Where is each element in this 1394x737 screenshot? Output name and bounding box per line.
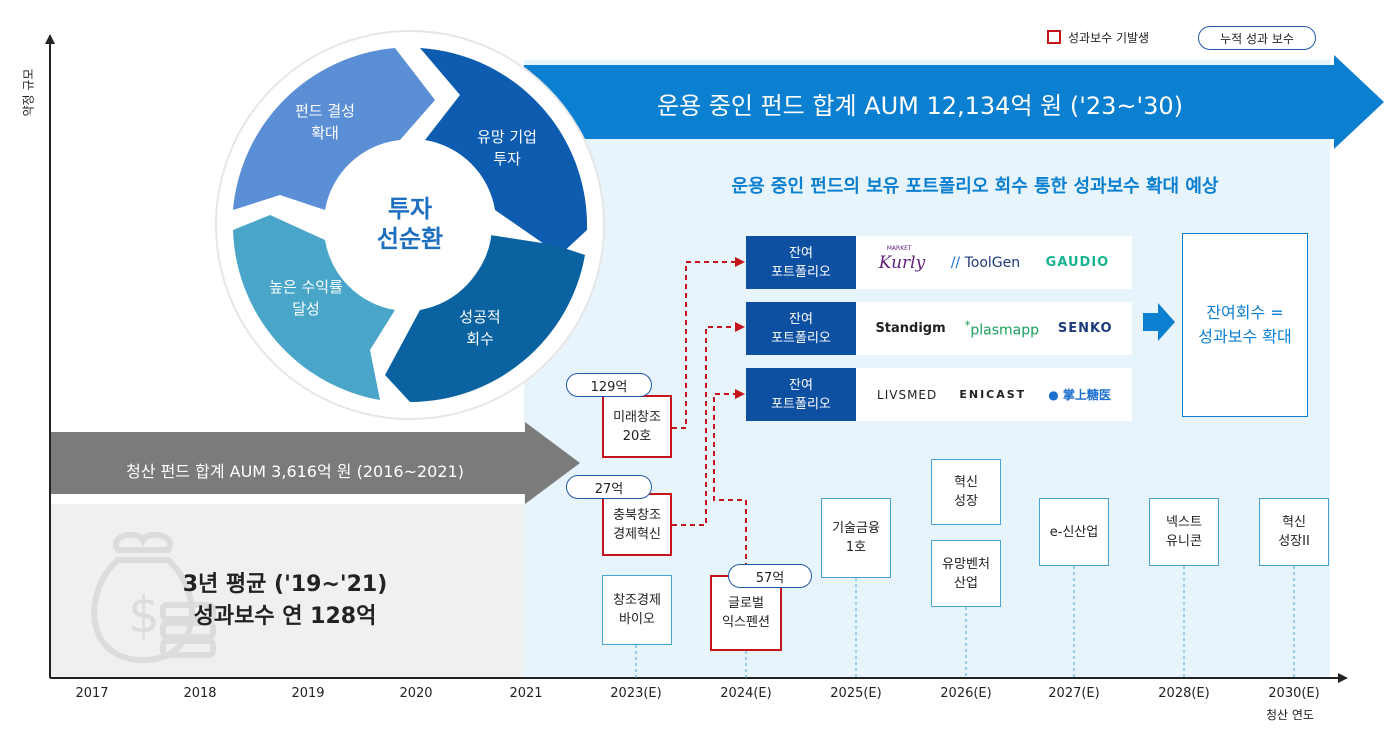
- x-tick: 2030(E): [1268, 686, 1320, 701]
- x-tick: 2027(E): [1048, 686, 1100, 701]
- money-bag-icon: $: [91, 531, 216, 664]
- cycle-segment-fund: 펀드 결성 확대: [295, 102, 355, 142]
- fund-chungbuk: 충북창조 경제혁신: [602, 493, 672, 556]
- logo-kurly: Kurly: [878, 252, 926, 273]
- bonus-chungbuk: 27억: [566, 475, 652, 499]
- fund-e-new: e-신산업: [1039, 498, 1109, 566]
- x-tick: 2017: [75, 686, 109, 701]
- bonus-mirae: 129억: [566, 373, 652, 397]
- fund-venture: 유망벤처 산업: [931, 540, 1001, 607]
- logo-plasmapp: *plasmapp: [964, 318, 1039, 339]
- x-tick: 2021: [509, 686, 543, 701]
- toolgen-slash-icon: //: [950, 254, 961, 271]
- logo-standigm: Standigm: [875, 321, 946, 336]
- x-tick: 2018: [183, 686, 217, 701]
- legend-cumulative: 누적 성과 보수: [1198, 26, 1316, 50]
- banner-bottom-text: 청산 펀드 합계 AUM 3,616억 원 (2016~2021): [126, 462, 464, 481]
- average-line2: 성과보수 연 128억: [193, 604, 377, 629]
- y-axis-label: 약정 규모: [21, 68, 36, 117]
- drop-icon: ●: [1048, 388, 1059, 402]
- x-tick: 2028(E): [1158, 686, 1210, 701]
- result-box: 잔여회수 = 성과보수 확대: [1182, 233, 1308, 417]
- portfolio-companies-3: LIVSMED ENICAST ● 掌上糖医: [856, 368, 1132, 421]
- fund-innov2: 혁신 성장II: [1259, 498, 1329, 566]
- svg-text:$: $: [128, 586, 160, 644]
- x-tick: 2026(E): [940, 686, 992, 701]
- fund-bio: 창조경제 바이오: [602, 575, 672, 645]
- logo-enicast: ENICAST: [959, 388, 1027, 401]
- x-tick: 2025(E): [830, 686, 882, 701]
- plasmapp-star-icon: *: [964, 318, 971, 333]
- subheading: 운용 중인 펀드의 보유 포트폴리오 회수 통한 성과보수 확대 예상: [731, 176, 1219, 197]
- x-tick: 2024(E): [720, 686, 772, 701]
- fund-tech: 기술금융 1호: [821, 498, 891, 578]
- logo-livsmed: LIVSMED: [877, 387, 938, 402]
- fund-mirae: 미래창조 20호: [602, 395, 672, 458]
- logo-senko: SENKO: [1057, 321, 1113, 336]
- cycle-diagram: [215, 30, 605, 420]
- logo-zhangshang: ● 掌上糖医: [1048, 388, 1111, 402]
- x-tick: 2020: [399, 686, 433, 701]
- portfolio-tag-1: 잔여 포트폴리오: [746, 236, 856, 289]
- bonus-global: 57억: [728, 564, 812, 588]
- banner-top-arrow: [524, 55, 1384, 149]
- logo-gaudio: GAUDIO: [1045, 255, 1110, 270]
- fund-next: 넥스트 유니콘: [1149, 498, 1219, 566]
- x-tick: 2019: [291, 686, 325, 701]
- banner-top-text: 운용 중인 펀드 합계 AUM 12,134억 원 ('23~'30): [657, 92, 1183, 120]
- x-tick: 2023(E): [610, 686, 662, 701]
- logo-toolgen: // ToolGen: [950, 254, 1021, 271]
- portfolio-companies-1: MARKET Kurly // ToolGen GAUDIO: [856, 236, 1132, 289]
- cycle-segment-invest: 유망 기업 투자: [477, 128, 537, 168]
- cycle-segment-return: 높은 수익률 달성: [269, 278, 343, 318]
- portfolio-tag-2: 잔여 포트폴리오: [746, 302, 856, 355]
- portfolio-tag-3: 잔여 포트폴리오: [746, 368, 856, 421]
- legend-bonus-swatch: [1047, 30, 1061, 44]
- portfolio-companies-2: Standigm *plasmapp SENKO: [856, 302, 1132, 355]
- fund-innov-growth: 혁신 성장: [931, 459, 1001, 525]
- cycle-center-text: 투자 선순환: [376, 195, 444, 253]
- legend-bonus-label: 성과보수 기발생: [1068, 31, 1150, 45]
- banner-bottom-arrow: [50, 422, 580, 504]
- kurly-small: MARKET: [886, 244, 912, 252]
- x-axis-subtitle: 청산 연도: [1266, 708, 1314, 722]
- average-line1: 3년 평균 ('19~'21): [182, 572, 388, 597]
- cycle-segment-exit: 성공적 회수: [459, 308, 501, 348]
